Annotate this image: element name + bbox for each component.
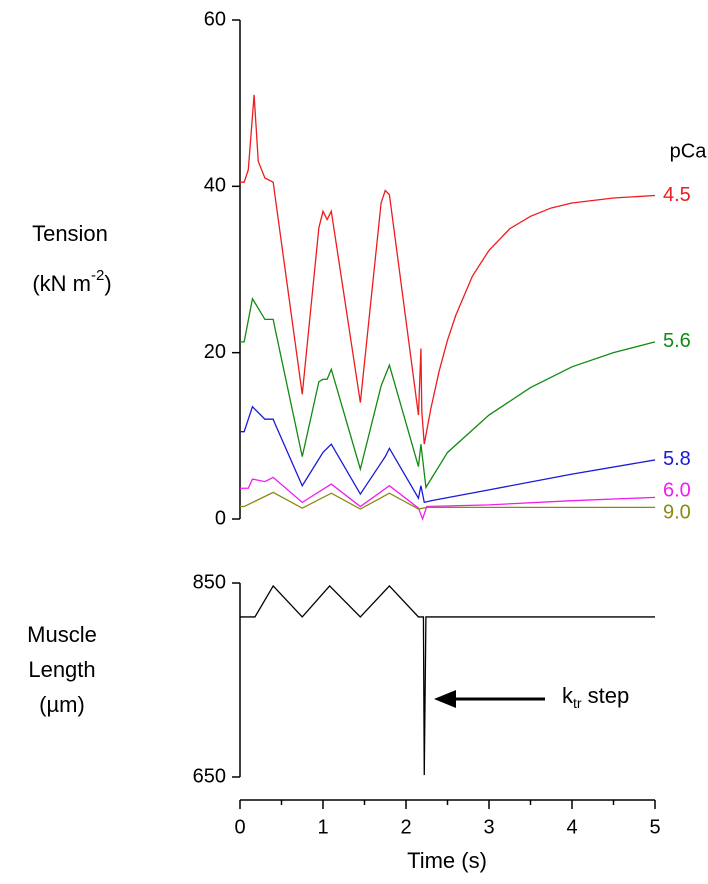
- x-tick-label: 1: [317, 816, 328, 838]
- x-tick-label: 3: [483, 816, 494, 838]
- series-label: 6.0: [663, 480, 691, 502]
- y-label-part: (kN m: [32, 271, 91, 296]
- series-label: 5.6: [663, 330, 691, 352]
- line: [240, 584, 655, 776]
- annotation: ktr step: [562, 683, 629, 711]
- y-tick-label: 20: [204, 341, 226, 363]
- series-label: 4.5: [663, 184, 691, 206]
- y-tick-label: 0: [215, 507, 226, 529]
- annotation-sub: tr: [573, 695, 582, 711]
- y-label: Tension: [32, 221, 108, 246]
- x-tick-label: 0: [234, 816, 245, 838]
- arrow-head: [434, 690, 456, 708]
- x-tick-label: 4: [566, 816, 577, 838]
- y-tick-label: 850: [193, 571, 226, 593]
- annotation-rest: step: [582, 683, 630, 708]
- y-label: (µm): [39, 692, 85, 717]
- line: [240, 296, 656, 490]
- line: [240, 491, 655, 510]
- y-tick-label: 40: [204, 175, 226, 197]
- x-label: Time (s): [407, 848, 487, 873]
- y-label-sup: -2: [91, 267, 104, 284]
- y-label: Muscle: [27, 622, 97, 647]
- y-tick-label: 60: [204, 8, 226, 30]
- y-label: Length: [28, 657, 95, 682]
- x-tick-label: 2: [400, 816, 411, 838]
- y-label-part: ): [104, 271, 111, 296]
- y-label-unit: (kN m-2): [32, 267, 111, 296]
- legend-title: pCa: [670, 140, 708, 162]
- line: [240, 476, 656, 521]
- line: [240, 94, 656, 445]
- series-label: 5.8: [663, 448, 691, 470]
- y-tick-label: 650: [193, 765, 226, 787]
- x-tick-label: 5: [649, 816, 660, 838]
- series-label: 9.0: [663, 502, 691, 524]
- annotation-main: k: [562, 683, 574, 708]
- line: [240, 405, 656, 504]
